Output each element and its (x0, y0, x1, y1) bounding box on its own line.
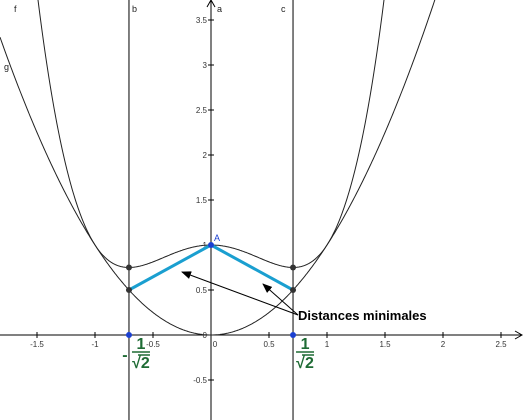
y-tick-label: 2.5 (196, 106, 208, 115)
fraction-denominator: √2 (132, 355, 150, 372)
axis-arrow (206, 0, 216, 8)
y-tick-label: 2 (203, 151, 208, 160)
distance-segment (128, 243, 212, 292)
point-label: A (214, 233, 220, 243)
y-tick-label: 3 (203, 61, 208, 70)
line-label: b (132, 4, 137, 14)
line-label: c (281, 4, 286, 14)
fraction-sign: - (122, 347, 127, 364)
x-tick-label: -0.5 (146, 340, 160, 349)
x-tick-label: -1.5 (30, 340, 44, 349)
fraction-numerator: 1 (137, 336, 146, 353)
x-tick-label: 1.5 (379, 340, 391, 349)
y-tick-label: -0.5 (193, 376, 207, 385)
curve-f (0, 0, 436, 336)
point (125, 332, 132, 338)
arrow (262, 283, 299, 316)
point (125, 287, 132, 293)
y-tick-label: 1.5 (196, 196, 208, 205)
point-A (208, 242, 214, 248)
y-tick-label: 0.5 (196, 286, 208, 295)
point (290, 264, 297, 271)
y-tick-label: 0 (203, 331, 208, 340)
x-tick-label: 0 (213, 340, 218, 349)
fraction-denominator: √2 (296, 355, 314, 372)
fraction-numerator: 1 (301, 336, 310, 353)
curve-label: f (14, 4, 17, 14)
x-tick-label: 0.5 (263, 340, 275, 349)
axis-arrow (514, 330, 523, 340)
distance-segment (210, 243, 294, 292)
annotation: Distances minimales (298, 308, 427, 323)
curve-label: g (4, 62, 9, 72)
x-tick-label: 2 (441, 340, 446, 349)
x-tick-label: 1 (325, 340, 330, 349)
y-tick-label: 3.5 (196, 16, 208, 25)
x-tick-label: 2.5 (495, 340, 507, 349)
arrow (181, 271, 299, 316)
x-tick-label: -1 (91, 340, 99, 349)
point (290, 287, 297, 293)
point (290, 332, 297, 338)
point (125, 264, 132, 271)
line-label: a (217, 4, 222, 14)
